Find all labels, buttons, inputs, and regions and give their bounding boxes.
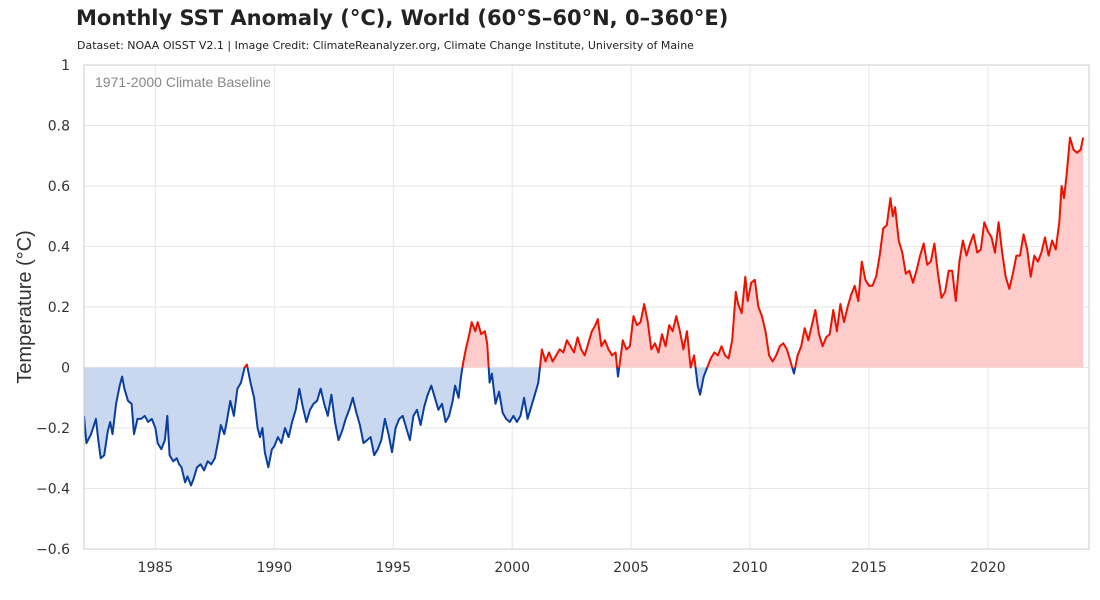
y-tick-label: −0.6: [36, 542, 70, 558]
x-tick-label: 2010: [732, 560, 768, 576]
axes: −0.6 −0.4 −0.2 0 0.2 0.4 0.6 0.8 1 1985 1990 1995 20…: [36, 58, 1090, 576]
x-tick-label: 2005: [613, 560, 649, 576]
plot-frame: [83, 64, 1090, 550]
y-tick-label: −0.4: [36, 482, 70, 498]
x-tick-label: 1990: [256, 560, 292, 576]
y-tick-label: 1: [61, 58, 70, 74]
y-tick-label: −0.2: [36, 421, 70, 437]
x-tick-label: 2000: [494, 560, 530, 576]
x-tick-label: 1985: [138, 560, 174, 576]
labels: Temperature (°C) 1971-2000 Climate Basel…: [14, 74, 271, 384]
x-tick-label: 2020: [970, 560, 1006, 576]
baseline-annotation: 1971-2000 Climate Baseline: [95, 74, 271, 90]
y-tick-label: 0.8: [48, 119, 70, 135]
negative-anomaly-line: [84, 367, 797, 487]
negative-anomaly-fill: [84, 367, 1084, 486]
positive-anomaly-line: [243, 136, 1085, 368]
y-tick-label: 0.2: [48, 300, 70, 316]
page-title: Monthly SST Anomaly (°C), World (60°S–60…: [76, 6, 729, 30]
y-tick-label: 0.4: [48, 240, 70, 256]
y-axis-label: Temperature (°C): [14, 230, 36, 384]
chart-subtitle: Dataset: NOAA OISST V2.1 | Image Credit:…: [77, 39, 694, 52]
y-tick-label: 0.6: [48, 179, 70, 195]
data-area: [84, 136, 1085, 487]
positive-anomaly-fill: [84, 137, 1084, 368]
y-tick-label: 0: [61, 361, 70, 377]
x-tick-label: 2015: [851, 560, 887, 576]
x-tick-label: 1995: [375, 560, 411, 576]
